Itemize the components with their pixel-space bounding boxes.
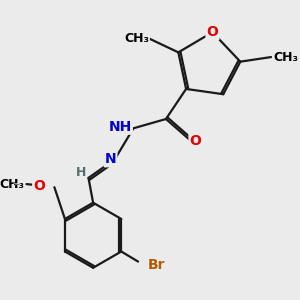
Text: methyl: methyl [146,37,151,38]
Text: O: O [33,178,45,193]
Text: H: H [76,166,86,179]
Text: Br: Br [147,258,165,272]
Text: O: O [206,25,218,39]
Text: NH: NH [109,120,132,134]
Text: methoxy: methoxy [14,184,20,185]
Text: CH₃: CH₃ [0,178,24,190]
Text: O: O [190,134,201,148]
Text: CH₃: CH₃ [124,32,149,45]
Text: N: N [105,152,116,166]
Text: methyl: methyl [142,36,147,38]
Text: CH₃: CH₃ [273,50,298,64]
